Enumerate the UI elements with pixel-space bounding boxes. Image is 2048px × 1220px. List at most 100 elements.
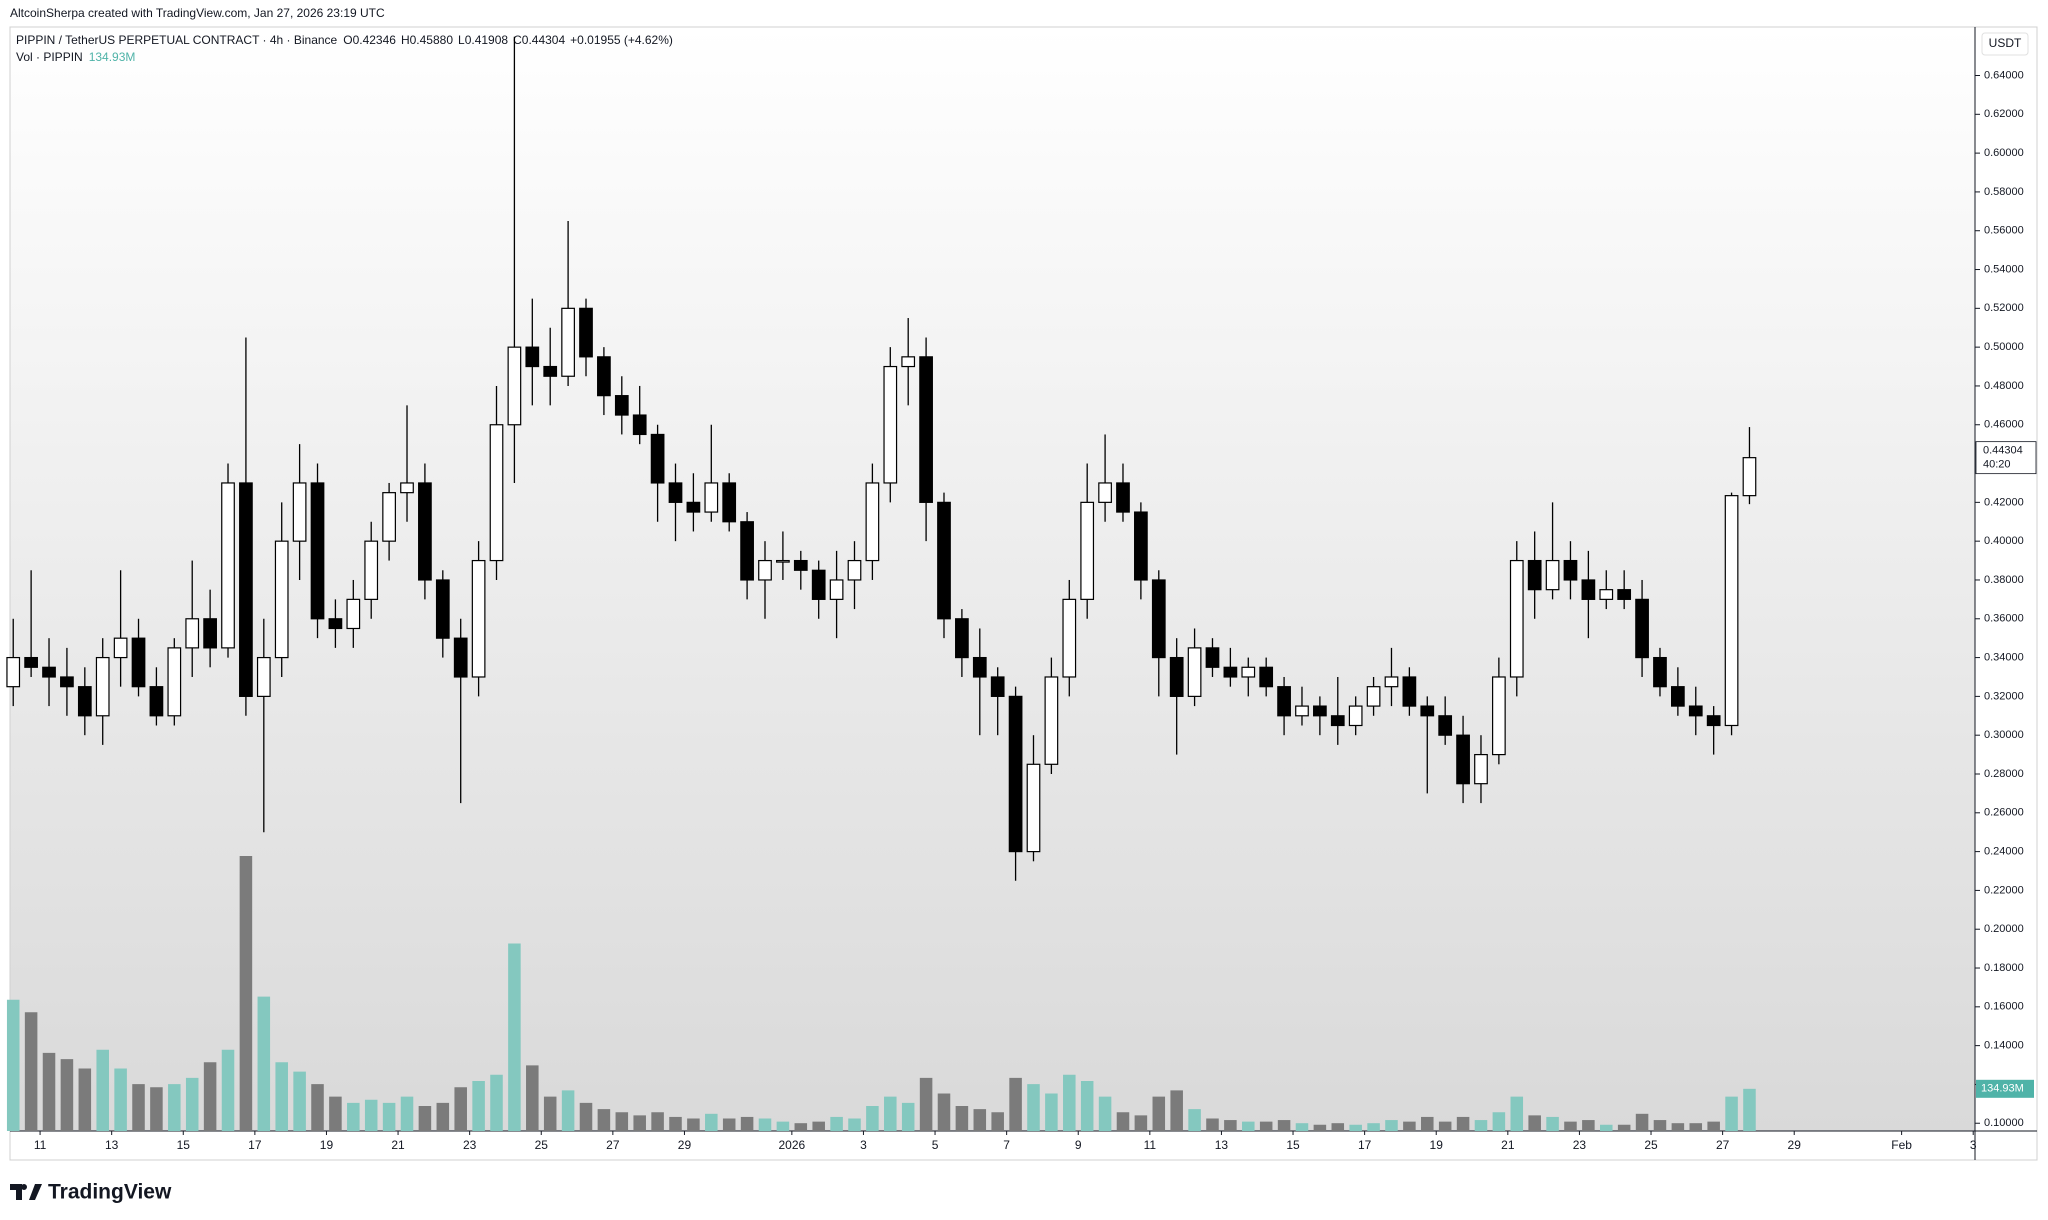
candle-body [42, 666, 56, 678]
x-tick-label: 25 [535, 1138, 549, 1152]
candle-body [1241, 666, 1256, 678]
candle-body [883, 365, 898, 484]
candle-body [1008, 695, 1023, 853]
candle-body [1259, 666, 1274, 688]
volume-bar [1707, 1121, 1720, 1131]
y-tick-label: 0.48000 [1984, 380, 2024, 392]
candle-body [579, 307, 593, 358]
volume-bar [42, 1052, 56, 1131]
candle-body [6, 656, 21, 688]
volume-bar [203, 1062, 217, 1131]
y-tick-label: 0.18000 [1984, 962, 2024, 974]
candle-body [292, 482, 307, 542]
candle-body [1295, 705, 1309, 717]
candle-body [1492, 676, 1506, 756]
candle-body [328, 618, 343, 630]
y-tick-label: 0.58000 [1984, 186, 2024, 198]
volume-bar [1277, 1120, 1291, 1131]
candle-body [829, 579, 844, 600]
candle-body [1402, 676, 1417, 707]
x-tick-label: 21 [1501, 1138, 1515, 1152]
volume-bar [168, 1084, 181, 1131]
candle-body [1205, 647, 1220, 668]
y-tick-label: 0.34000 [1984, 651, 2024, 663]
candle-body [990, 676, 1005, 697]
volume-bar [1063, 1074, 1076, 1131]
candle-body [1080, 501, 1095, 600]
volume-bar [239, 856, 253, 1131]
volume-bar [257, 996, 271, 1131]
volume-bar [1600, 1124, 1613, 1131]
x-tick-label: 21 [391, 1138, 405, 1152]
volume-bar [937, 1093, 951, 1131]
ohlc-value: 0.45880 [410, 33, 454, 47]
candle-body [1456, 734, 1470, 785]
volume-bar [1349, 1124, 1362, 1131]
x-tick-label: 11 [1144, 1138, 1157, 1152]
candle-body [793, 559, 808, 571]
volume-bar [150, 1087, 163, 1131]
volume-bar [472, 1081, 485, 1131]
chart-frame [9, 26, 2038, 1161]
candle-body [1724, 495, 1739, 727]
volume-bar [1224, 1120, 1237, 1131]
currency: USDT [1989, 36, 2022, 50]
volume-bar [78, 1068, 92, 1131]
candle-body [955, 618, 969, 659]
volume-bar [812, 1121, 825, 1131]
x-tick-label: 9 [1075, 1138, 1082, 1152]
candle-body [1330, 715, 1345, 727]
candle-body [1187, 647, 1202, 697]
volume-bar [973, 1109, 987, 1131]
y-tick-label: 0.56000 [1984, 225, 2024, 237]
volume-bar [60, 1059, 74, 1131]
volume-bar [490, 1074, 503, 1131]
volume-bar [1134, 1115, 1148, 1131]
volume-bar [96, 1049, 109, 1131]
candle-body [149, 686, 164, 717]
volume-bar [758, 1118, 772, 1131]
candle-body [1438, 715, 1453, 736]
x-tick-label: 19 [320, 1138, 334, 1152]
candle-body [704, 482, 719, 513]
y-tick-label: 0.32000 [1984, 690, 2024, 702]
volume-bar [1689, 1123, 1703, 1131]
y-tick-label: 0.40000 [1984, 535, 2024, 547]
candle-body [847, 559, 862, 581]
candle-body [1313, 705, 1327, 717]
candle-body [435, 579, 450, 639]
volume-bar [382, 1102, 396, 1131]
x-tick-label: 17 [1358, 1138, 1372, 1152]
candle-body [471, 559, 486, 678]
candle-body [131, 637, 146, 688]
candle-body [758, 559, 772, 581]
candle-body [185, 618, 200, 649]
candle-body [400, 482, 414, 494]
x-tick-label: 7 [1003, 1138, 1010, 1152]
candle-body [1635, 598, 1649, 659]
x-tick-label: 27 [1716, 1138, 1730, 1152]
logo-text: TradingView [48, 1181, 172, 1204]
currency-box[interactable] [1981, 32, 2029, 56]
volume-bar [24, 1012, 38, 1131]
volume-bar [866, 1106, 879, 1131]
volume-bar [311, 1084, 324, 1131]
volume-value: 134.93M [89, 50, 136, 64]
volume-bar [1242, 1121, 1255, 1131]
candle-body [1366, 686, 1381, 707]
y-tick-label: 0.64000 [1984, 69, 2024, 81]
candle-body [1563, 559, 1578, 581]
candle-body [722, 482, 737, 523]
volume-bar [740, 1116, 754, 1131]
candle-body [650, 433, 665, 484]
candle-body [1116, 482, 1130, 513]
candle-body [1617, 589, 1632, 600]
ohlc-value: 0.42346 [353, 33, 397, 47]
candle-body [614, 395, 629, 416]
logo-icon [10, 1184, 42, 1200]
volume-bar [794, 1123, 808, 1131]
candle-body [686, 501, 701, 513]
volume-bar [687, 1118, 700, 1131]
volume-badge [1976, 1079, 2034, 1098]
x-tick-label: 15 [1286, 1138, 1300, 1152]
